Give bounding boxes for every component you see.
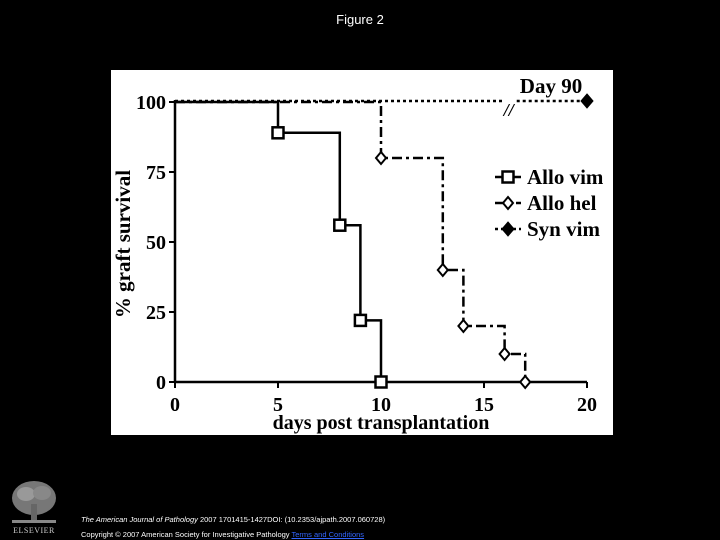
- y-tick-label: 25: [146, 302, 166, 324]
- legend-item: Allo hel: [495, 191, 597, 215]
- y-tick-label: 0: [156, 372, 166, 394]
- data-point: [498, 346, 511, 362]
- legend-marker: [501, 221, 515, 237]
- series-syn-vim: [175, 93, 594, 109]
- data-point: [580, 93, 594, 109]
- legend-item: Allo vim: [495, 165, 604, 189]
- series-line: [175, 100, 527, 382]
- data-point: [374, 375, 388, 389]
- series-line: [175, 100, 388, 384]
- publisher-logo-text: ELSEVIER: [13, 526, 55, 535]
- x-tick-label: 20: [577, 394, 597, 416]
- y-tick-label: 50: [146, 232, 166, 254]
- y-tick-label: 100: [136, 92, 166, 114]
- data-point: [457, 318, 470, 334]
- legend-label: Allo hel: [527, 191, 597, 215]
- elsevier-logo: ELSEVIER: [6, 476, 62, 536]
- chart-series: [175, 93, 594, 390]
- data-point: [353, 313, 368, 328]
- x-tick-label: 0: [170, 394, 180, 416]
- copyright-line: Copyright © 2007 American Society for In…: [81, 530, 364, 539]
- series-allo-vim: [175, 100, 388, 389]
- day-90-annotation: Day 90: [520, 74, 582, 98]
- copyright-text: Copyright © 2007 American Society for In…: [81, 530, 290, 539]
- data-point: [436, 262, 450, 278]
- x-axis-label: days post transplantation: [273, 412, 490, 434]
- data-point: [374, 150, 388, 166]
- data-point: [518, 374, 532, 390]
- legend-marker: [501, 170, 515, 184]
- legend-label: Allo vim: [527, 165, 604, 189]
- x-tick-label: 5: [273, 394, 283, 416]
- x-tick-label: 15: [474, 394, 494, 416]
- data-point: [333, 218, 347, 232]
- journal-name: The American Journal of Pathology: [81, 515, 198, 524]
- citation-details: 2007 1701415-1427DOI: (10.2353/ajpath.20…: [197, 515, 386, 524]
- y-axis-label: % graft survival: [111, 170, 135, 318]
- x-tick-label: 10: [371, 394, 391, 416]
- terms-link[interactable]: Terms and Conditions: [291, 530, 365, 539]
- axis-break-mark: //: [502, 100, 516, 120]
- legend-marker: [501, 195, 515, 211]
- chart-axes: 0 25 50 75 100 0 5 10 15 20: [136, 92, 597, 416]
- legend-label: Syn vim: [527, 217, 600, 241]
- y-tick-label: 75: [146, 162, 166, 184]
- series-allo-hel: [175, 100, 532, 390]
- legend-item: Syn vim: [495, 217, 600, 241]
- figure-title: Figure 2: [336, 12, 384, 27]
- data-point: [271, 126, 285, 140]
- citation: The American Journal of Pathology 2007 1…: [81, 515, 385, 524]
- chart-panel: 0 25 50 75 100 0 5 10 15 20 Allo vim Allo hel Syn v…: [111, 70, 613, 435]
- chart-labels: days post transplantation % graft surviva…: [111, 74, 582, 434]
